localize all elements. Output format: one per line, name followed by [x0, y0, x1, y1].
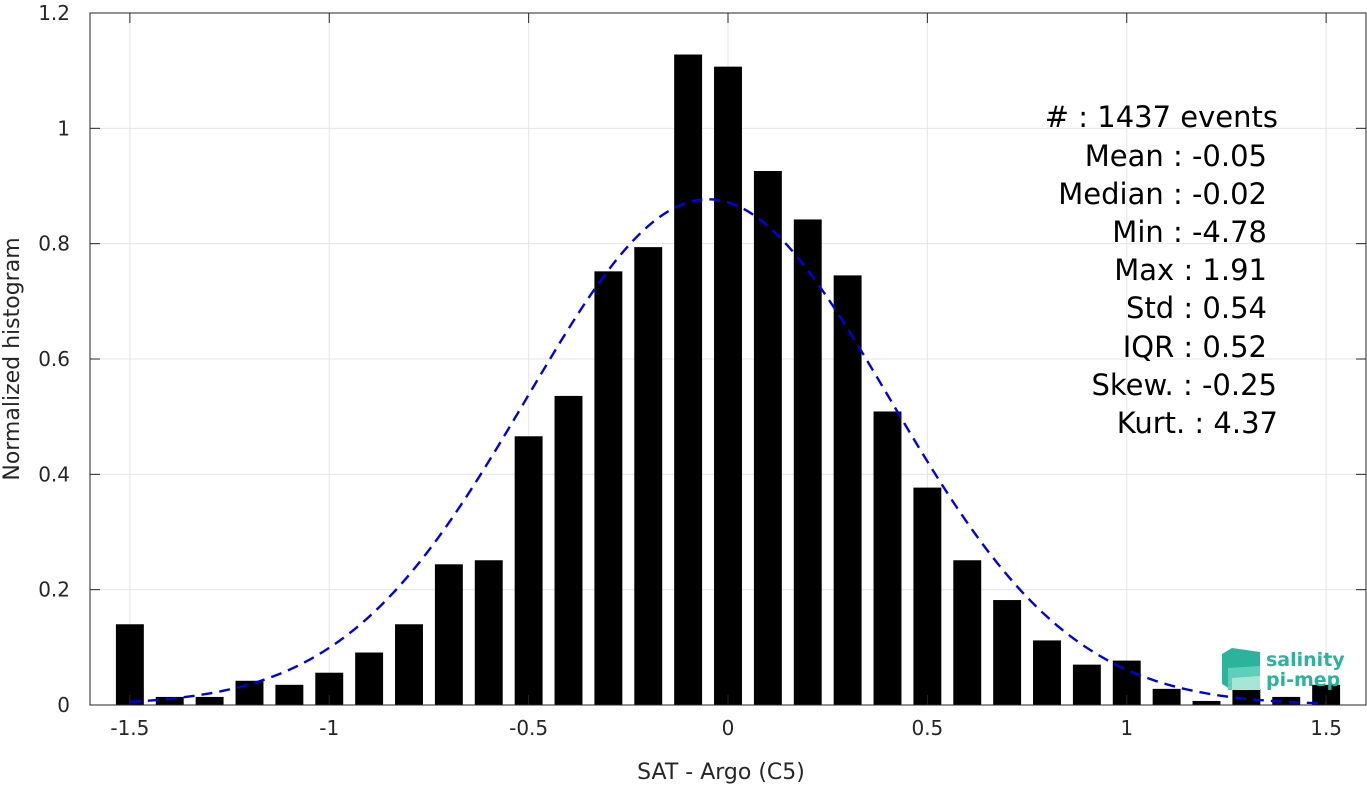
stats-box: # : 1437 events Mean : -0.05 Median : -0…: [1045, 100, 1278, 440]
x-tick-label: 0: [722, 716, 735, 740]
stat-min: Min : -4.78: [1112, 215, 1267, 249]
histogram-bar: [833, 275, 862, 705]
stat-mean: Mean : -0.05: [1085, 139, 1267, 173]
histogram-bar: [395, 624, 423, 705]
histogram-bar: [1152, 688, 1181, 705]
stat-iqr: IQR : 0.52: [1123, 330, 1267, 364]
stat-max: Max : 1.91: [1114, 253, 1267, 287]
stat-kurt: Kurt. : 4.37: [1117, 406, 1278, 440]
histogram-bar: [434, 564, 463, 705]
logo-text-line2: pi-mep: [1266, 669, 1340, 691]
y-tick-label: 1: [57, 116, 70, 140]
histogram-bar: [235, 680, 264, 705]
histogram-bar: [474, 560, 503, 705]
y-tick-label: 0.2: [38, 578, 70, 602]
histogram-bar: [793, 219, 822, 706]
histogram-bar: [753, 171, 782, 706]
bars: [115, 54, 1341, 706]
salinity-pimep-logo: salinity pi-mep: [1222, 648, 1345, 691]
histogram-bar: [1192, 700, 1221, 705]
histogram-bar: [993, 600, 1022, 705]
histogram-bar: [674, 54, 703, 705]
logo-text-line1: salinity: [1266, 649, 1345, 671]
y-tick-label: 0.4: [38, 462, 70, 486]
histogram-bar: [195, 696, 224, 705]
logo-mark-icon: [1222, 648, 1260, 690]
histogram-bar: [514, 436, 543, 705]
y-axis-label: Normalized histogram: [0, 237, 25, 480]
x-tick-label: -0.5: [509, 716, 548, 740]
histogram-bar: [355, 652, 384, 705]
histogram-bar: [913, 487, 942, 705]
x-tick-label: 0.5: [911, 716, 943, 740]
y-tick-label: 0.8: [38, 232, 70, 256]
histogram-bar: [634, 247, 663, 706]
stat-skew: Skew. : -0.25: [1091, 368, 1277, 402]
x-tick-labels: -1.5 -1 -0.5 0 0.5 1 1.5: [110, 716, 1342, 740]
histogram-bar: [1072, 664, 1101, 705]
histogram-bar: [1312, 684, 1341, 705]
x-tick-label: 1: [1120, 716, 1133, 740]
x-tick-label: -1: [319, 716, 339, 740]
histogram-bar: [714, 66, 742, 705]
histogram-bar: [594, 271, 623, 705]
histogram-bar: [1232, 688, 1261, 705]
histogram-bar: [873, 411, 902, 705]
y-tick-label: 1.2: [38, 1, 70, 25]
stat-median: Median : -0.02: [1058, 177, 1267, 211]
stat-std: Std : 0.54: [1126, 291, 1267, 325]
x-tick-label: -1.5: [110, 716, 149, 740]
gaussian-fit-curve: [129, 198, 1327, 705]
x-axis-label: SAT - Argo (C5): [637, 760, 805, 785]
histogram-bar: [155, 696, 184, 705]
histogram-bar: [953, 560, 982, 705]
histogram-bar: [275, 684, 304, 705]
axis-ticks: [90, 12, 1366, 706]
y-tick-labels: 0 0.2 0.4 0.6 0.8 1 1.2: [38, 1, 70, 717]
y-tick-label: 0: [57, 693, 70, 717]
histogram-bar: [1033, 640, 1061, 705]
histogram-bar: [1272, 696, 1301, 705]
histogram-bar: [115, 624, 144, 705]
x-tick-label: 1.5: [1310, 716, 1342, 740]
histogram-bar: [554, 395, 583, 705]
y-tick-label: 0.6: [38, 347, 70, 371]
stat-events: # : 1437 events: [1045, 100, 1278, 134]
